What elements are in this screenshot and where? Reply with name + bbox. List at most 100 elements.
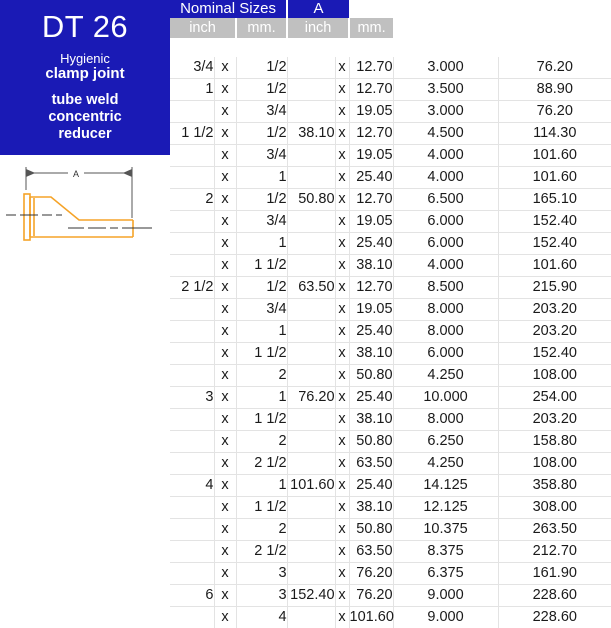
cell-nominal-inch-x: x bbox=[214, 299, 236, 321]
cell-nominal-inch-x: x bbox=[214, 431, 236, 453]
cell-nominal-mm-size1: 63.50 bbox=[287, 277, 335, 299]
cell-a-mm: 101.60 bbox=[498, 167, 611, 189]
cell-nominal-inch-x: x bbox=[214, 475, 236, 497]
cell-nominal-inch-size2: 2 1/2 bbox=[236, 453, 287, 475]
cell-nominal-inch-size2: 1/2 bbox=[236, 57, 287, 79]
cell-nominal-inch-x: x bbox=[214, 387, 236, 409]
cell-nominal-mm-x: x bbox=[335, 453, 349, 475]
cell-nominal-mm-size2: 101.60 bbox=[349, 607, 393, 628]
cell-nominal-inch-size1: 2 1/2 bbox=[170, 277, 214, 299]
cell-a-inch: 8.375 bbox=[393, 541, 498, 563]
cell-a-mm: 76.20 bbox=[498, 101, 611, 123]
cell-nominal-inch-size2: 1/2 bbox=[236, 277, 287, 299]
part-drawing: A bbox=[0, 158, 170, 273]
cell-nominal-inch-size2: 4 bbox=[236, 607, 287, 628]
cell-nominal-inch-x: x bbox=[214, 541, 236, 563]
cell-nominal-mm-x: x bbox=[335, 607, 349, 628]
cell-nominal-inch-size2: 3 bbox=[236, 585, 287, 607]
cell-nominal-inch-x: x bbox=[214, 607, 236, 628]
cell-nominal-inch-x: x bbox=[214, 189, 236, 211]
cell-a-mm: 114.30 bbox=[498, 123, 611, 145]
cell-nominal-inch-x: x bbox=[214, 167, 236, 189]
cell-nominal-mm-size2: 25.40 bbox=[349, 233, 393, 255]
cell-nominal-mm-x: x bbox=[335, 365, 349, 387]
cell-nominal-inch-size1: 1 bbox=[170, 79, 214, 101]
cell-nominal-mm-size1 bbox=[287, 299, 335, 321]
cell-a-mm: 203.20 bbox=[498, 409, 611, 431]
cell-a-inch: 3.000 bbox=[393, 57, 498, 79]
cell-a-inch: 8.500 bbox=[393, 277, 498, 299]
cell-nominal-inch-size2: 1 1/2 bbox=[236, 497, 287, 519]
cell-a-inch: 4.250 bbox=[393, 365, 498, 387]
center-line bbox=[6, 215, 152, 228]
cell-nominal-inch-size1 bbox=[170, 167, 214, 189]
cell-nominal-mm-size2: 25.40 bbox=[349, 387, 393, 409]
cell-nominal-mm-x: x bbox=[335, 145, 349, 167]
concentric-reducer-drawing-svg: A bbox=[0, 158, 170, 273]
cell-a-inch: 3.500 bbox=[393, 79, 498, 101]
cell-nominal-mm-x: x bbox=[335, 431, 349, 453]
cell-nominal-mm-size2: 50.80 bbox=[349, 519, 393, 541]
cell-nominal-mm-size1 bbox=[287, 321, 335, 343]
cell-nominal-mm-size1 bbox=[287, 145, 335, 167]
cell-nominal-inch-size1 bbox=[170, 563, 214, 585]
cell-nominal-mm-size1: 101.60 bbox=[287, 475, 335, 497]
cell-nominal-mm-x: x bbox=[335, 123, 349, 145]
cell-nominal-mm-x: x bbox=[335, 167, 349, 189]
cell-nominal-mm-x: x bbox=[335, 79, 349, 101]
cell-nominal-inch-size1 bbox=[170, 101, 214, 123]
cell-nominal-mm-size2: 19.05 bbox=[349, 145, 393, 167]
cell-nominal-mm-size1 bbox=[287, 101, 335, 123]
cell-nominal-inch-size1: 4 bbox=[170, 475, 214, 497]
cell-a-mm: 108.00 bbox=[498, 453, 611, 475]
cell-a-mm: 228.60 bbox=[498, 585, 611, 607]
cell-nominal-mm-size2: 19.05 bbox=[349, 299, 393, 321]
table-header: Nominal Sizes A inch mm. inch mm. bbox=[170, 0, 611, 57]
cell-nominal-mm-x: x bbox=[335, 299, 349, 321]
cell-a-mm: 152.40 bbox=[498, 211, 611, 233]
cell-nominal-mm-size2: 63.50 bbox=[349, 453, 393, 475]
cell-nominal-mm-size1 bbox=[287, 233, 335, 255]
cell-nominal-mm-size1 bbox=[287, 431, 335, 453]
cell-a-inch: 10.000 bbox=[393, 387, 498, 409]
cell-nominal-inch-size1 bbox=[170, 431, 214, 453]
cell-a-mm: 165.10 bbox=[498, 189, 611, 211]
cell-nominal-mm-x: x bbox=[335, 475, 349, 497]
cell-nominal-inch-x: x bbox=[214, 277, 236, 299]
cell-nominal-mm-size2: 12.70 bbox=[349, 57, 393, 79]
cell-nominal-inch-size2: 1 1/2 bbox=[236, 343, 287, 365]
brand-line-concentric: concentric bbox=[0, 109, 170, 126]
cell-nominal-mm-x: x bbox=[335, 57, 349, 79]
cell-nominal-inch-size2: 1 bbox=[236, 387, 287, 409]
cell-nominal-inch-x: x bbox=[214, 365, 236, 387]
cell-nominal-mm-size2: 38.10 bbox=[349, 497, 393, 519]
cell-a-mm: 108.00 bbox=[498, 365, 611, 387]
cell-a-mm: 152.40 bbox=[498, 233, 611, 255]
cell-nominal-inch-size1 bbox=[170, 211, 214, 233]
cell-a-mm: 203.20 bbox=[498, 321, 611, 343]
cell-nominal-inch-x: x bbox=[214, 519, 236, 541]
cell-nominal-mm-size1 bbox=[287, 211, 335, 233]
cell-nominal-inch-x: x bbox=[214, 79, 236, 101]
cell-nominal-inch-size1 bbox=[170, 343, 214, 365]
cell-nominal-inch-size2: 3/4 bbox=[236, 101, 287, 123]
cell-a-inch: 12.125 bbox=[393, 497, 498, 519]
sub-header-a-inch: inch bbox=[287, 18, 349, 38]
cell-a-inch: 4.000 bbox=[393, 255, 498, 277]
cell-nominal-mm-size1 bbox=[287, 409, 335, 431]
cell-nominal-mm-size1 bbox=[287, 167, 335, 189]
cell-a-mm: 263.50 bbox=[498, 519, 611, 541]
cell-nominal-inch-size2: 1 1/2 bbox=[236, 255, 287, 277]
